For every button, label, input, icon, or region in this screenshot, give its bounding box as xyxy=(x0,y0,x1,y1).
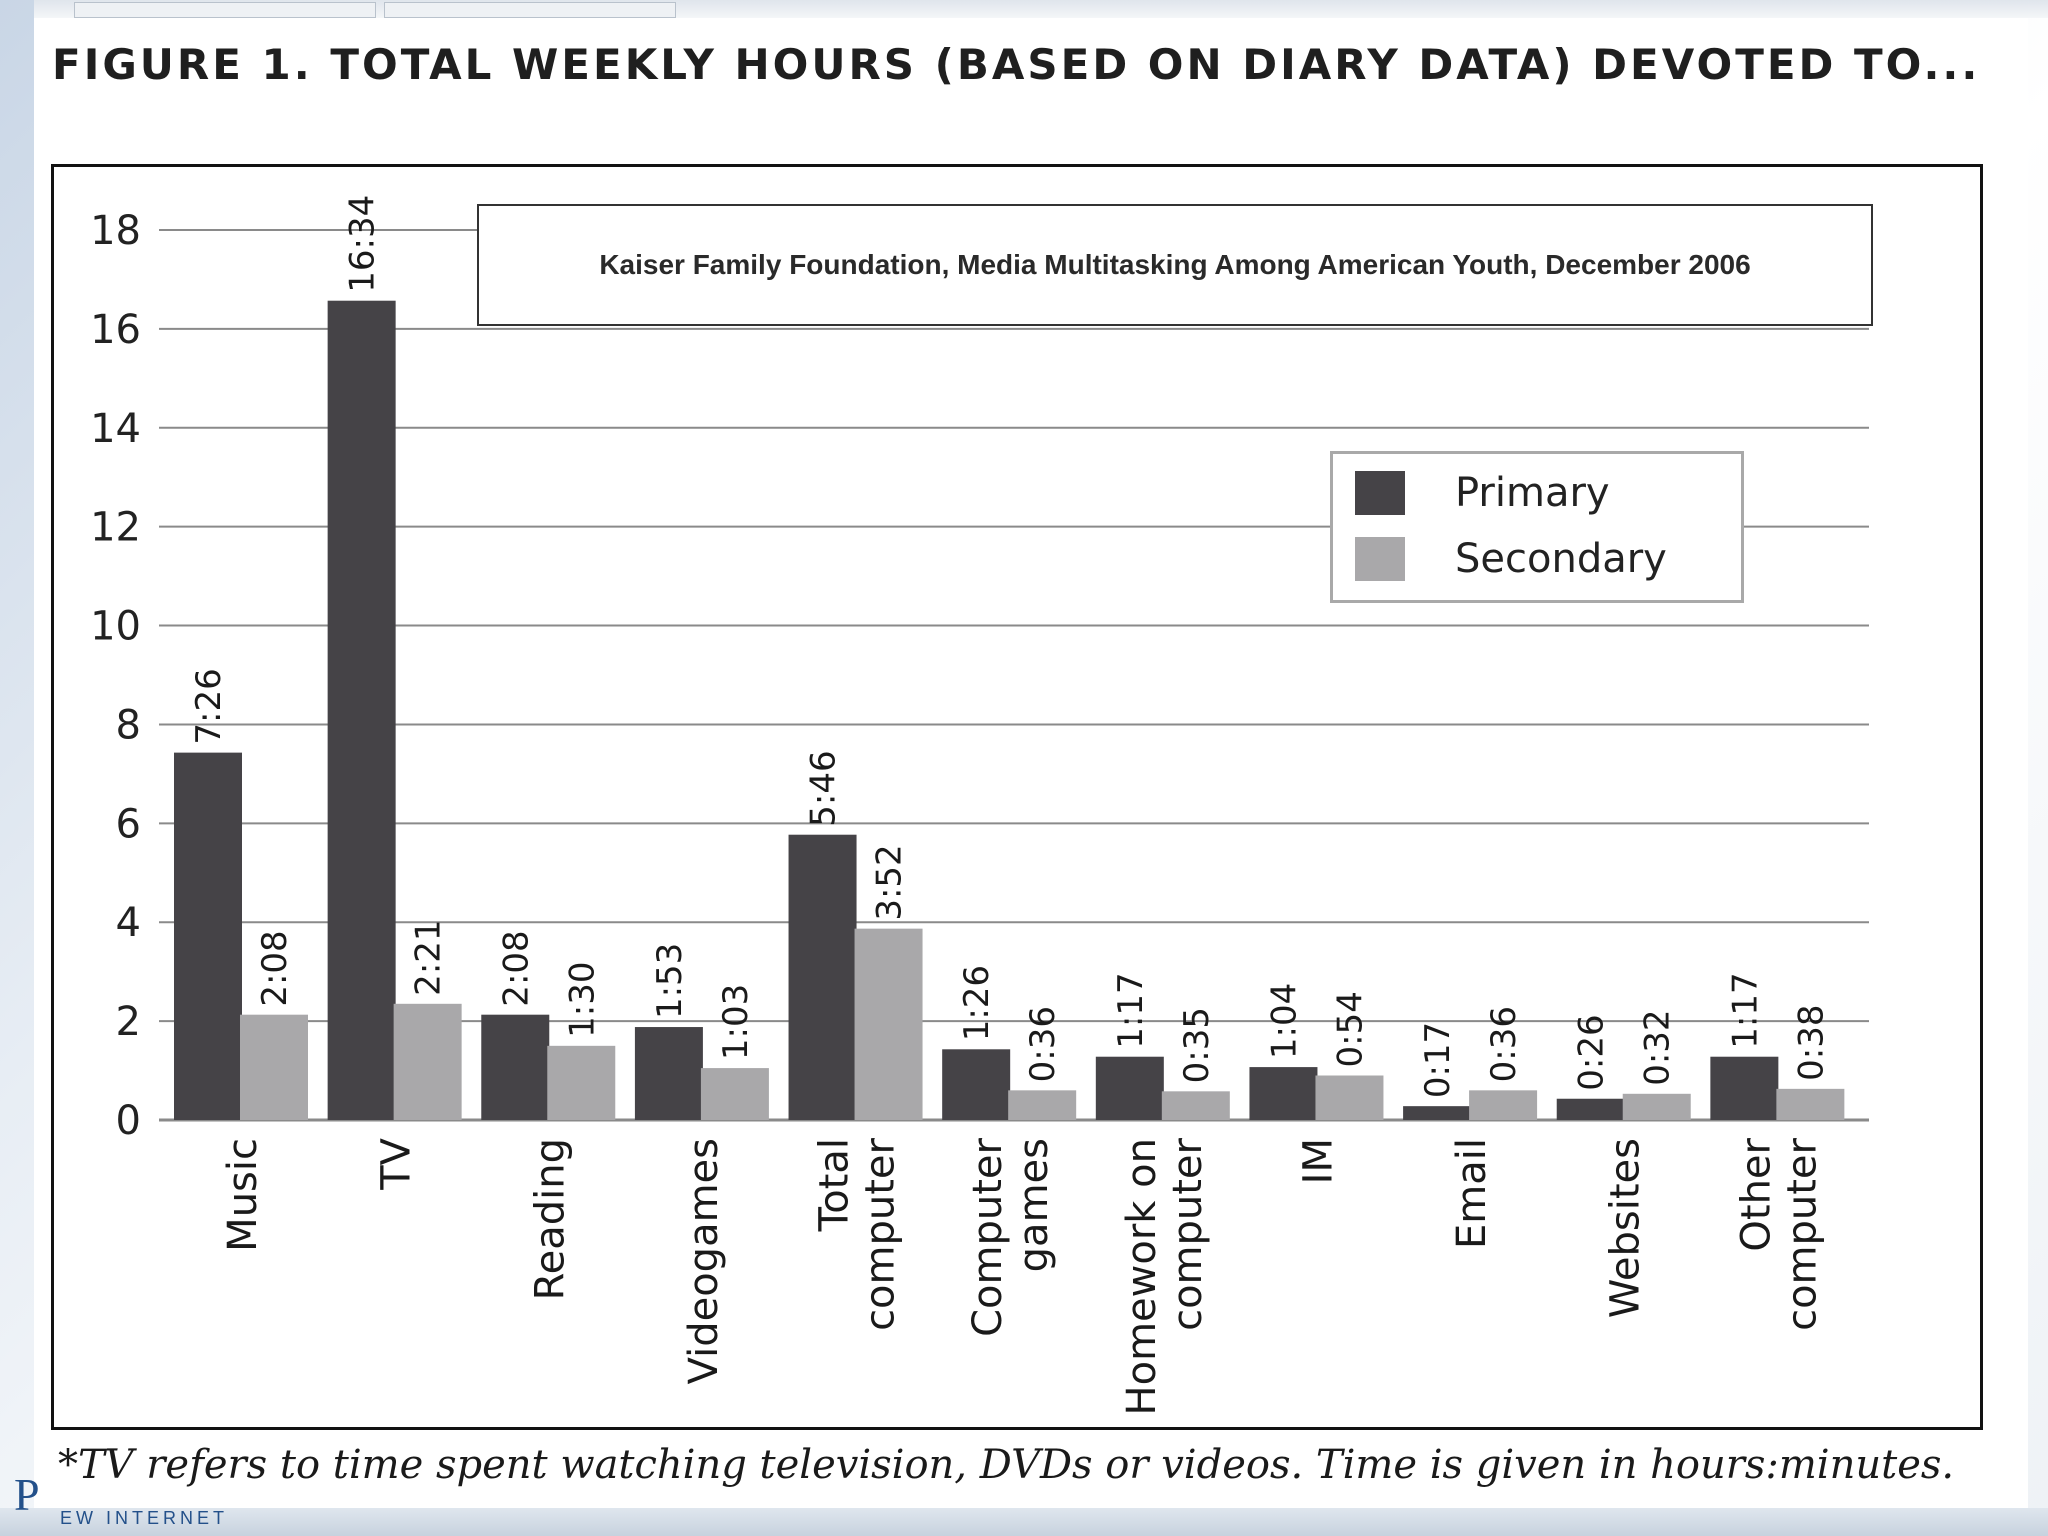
bar-value-label: 3:52 xyxy=(870,844,910,920)
y-tick-label: 18 xyxy=(90,208,141,254)
x-tick-label: computer xyxy=(858,1137,904,1330)
x-tick-label: computer xyxy=(1779,1137,1825,1330)
bar-value-label: 0:26 xyxy=(1572,1014,1612,1090)
bar-value-label: 1:17 xyxy=(1111,972,1151,1048)
legend-label-primary: Primary xyxy=(1455,470,1610,516)
x-tick-label: Email xyxy=(1449,1138,1495,1249)
bar-value-label: 2:21 xyxy=(409,919,449,995)
x-tick-label: games xyxy=(1011,1138,1057,1272)
chart-legend: Primary Secondary xyxy=(1330,451,1744,603)
x-tick-label: TV xyxy=(374,1137,420,1190)
x-tick-label: Total xyxy=(812,1138,858,1232)
x-tick-label: Music xyxy=(220,1138,266,1252)
x-tick-label: Homework on xyxy=(1119,1138,1165,1415)
bar-value-label: 5:46 xyxy=(804,750,844,826)
bar-value-label: 1:03 xyxy=(716,984,756,1060)
legend-item-secondary: Secondary xyxy=(1355,536,1667,582)
window-top-strip xyxy=(34,0,2048,18)
bar-value-label: 1:26 xyxy=(957,965,997,1041)
bar-primary xyxy=(634,1027,703,1120)
window-tab[interactable] xyxy=(74,2,376,18)
window-tab[interactable] xyxy=(384,2,676,18)
x-tick-label: Websites xyxy=(1603,1138,1649,1318)
figure-title: FIGURE 1. TOTAL WEEKLY HOURS (BASED ON D… xyxy=(52,40,1981,89)
x-tick-label: Other xyxy=(1733,1137,1779,1251)
footnote: *TV refers to time spent watching televi… xyxy=(58,1442,1955,1488)
bar-secondary xyxy=(854,928,923,1120)
y-tick-label: 14 xyxy=(90,406,141,452)
bar-value-label: 0:35 xyxy=(1177,1007,1217,1083)
bar-primary xyxy=(788,834,857,1120)
bar-value-label: 2:08 xyxy=(255,930,295,1006)
y-tick-label: 16 xyxy=(90,307,141,353)
bar-value-label: 1:30 xyxy=(562,961,602,1037)
bar-secondary xyxy=(240,1014,308,1120)
bar-secondary xyxy=(1161,1091,1230,1120)
bar-primary xyxy=(942,1049,1011,1120)
x-tick-label: Computer xyxy=(965,1137,1011,1336)
source-box: Kaiser Family Foundation, Media Multitas… xyxy=(477,204,1873,326)
x-tick-label: Videogames xyxy=(681,1138,727,1384)
pew-logo-subtext: EW INTERNET xyxy=(60,1508,228,1528)
legend-swatch-primary xyxy=(1355,471,1405,515)
y-tick-label: 0 xyxy=(116,1098,141,1144)
window-bottom-strip xyxy=(0,1508,2048,1536)
chart-box: 0 2 4 6 8 10 12 14 16 18 7:26 2:08 Music 16:34 2:21 TV 2… xyxy=(51,164,1983,1430)
bar-value-label: 1:04 xyxy=(1264,983,1304,1059)
bar-value-label: 0:17 xyxy=(1418,1022,1458,1098)
bar-secondary xyxy=(1315,1075,1384,1120)
x-tick-label: IM xyxy=(1295,1138,1341,1184)
bar-primary xyxy=(1095,1056,1164,1120)
bar-primary xyxy=(1710,1056,1779,1120)
bar-secondary xyxy=(1776,1088,1845,1120)
bar-primary xyxy=(1249,1067,1318,1120)
bar-primary xyxy=(481,1014,550,1120)
pew-logo: P xyxy=(14,1469,40,1520)
bar-value-label: 0:38 xyxy=(1791,1004,1831,1080)
x-tick-label: Reading xyxy=(527,1138,573,1300)
legend-item-primary: Primary xyxy=(1355,470,1610,516)
bar-value-label: 0:36 xyxy=(1023,1006,1063,1082)
y-tick-label: 12 xyxy=(90,505,141,551)
bar-primary xyxy=(327,300,396,1120)
source-citation: Kaiser Family Foundation, Media Multitas… xyxy=(599,249,1751,280)
bar-primary xyxy=(1556,1098,1625,1120)
bar-chart: 0 2 4 6 8 10 12 14 16 18 7:26 2:08 Music 16:34 2:21 TV 2… xyxy=(90,195,1869,1415)
bar-value-label: 16:34 xyxy=(343,195,383,293)
bar-secondary xyxy=(700,1068,769,1120)
y-tick-label: 10 xyxy=(90,604,141,650)
bar-secondary xyxy=(1622,1093,1691,1120)
bar-value-label: 2:08 xyxy=(496,930,536,1006)
y-tick-label: 4 xyxy=(116,900,141,946)
bar-value-label: 1:53 xyxy=(650,943,690,1019)
bar-value-label: 0:36 xyxy=(1484,1006,1524,1082)
bar-value-label: 7:26 xyxy=(189,668,229,744)
bar-primary xyxy=(1403,1106,1472,1120)
y-tick-label: 8 xyxy=(116,702,141,748)
bar-secondary xyxy=(393,1003,462,1120)
bar-value-label: 1:17 xyxy=(1725,972,1765,1048)
bar-value-label: 0:32 xyxy=(1638,1009,1678,1085)
y-tick-label: 6 xyxy=(116,801,141,847)
bar-primary xyxy=(174,752,242,1120)
bar-secondary xyxy=(1008,1090,1077,1120)
bar-secondary xyxy=(1469,1090,1538,1120)
bar-value-label: 0:54 xyxy=(1330,991,1370,1067)
y-tick-label: 2 xyxy=(116,999,141,1045)
legend-label-secondary: Secondary xyxy=(1455,536,1667,582)
legend-swatch-secondary xyxy=(1355,537,1405,581)
bar-secondary xyxy=(547,1045,616,1120)
x-tick-label: computer xyxy=(1165,1137,1211,1330)
